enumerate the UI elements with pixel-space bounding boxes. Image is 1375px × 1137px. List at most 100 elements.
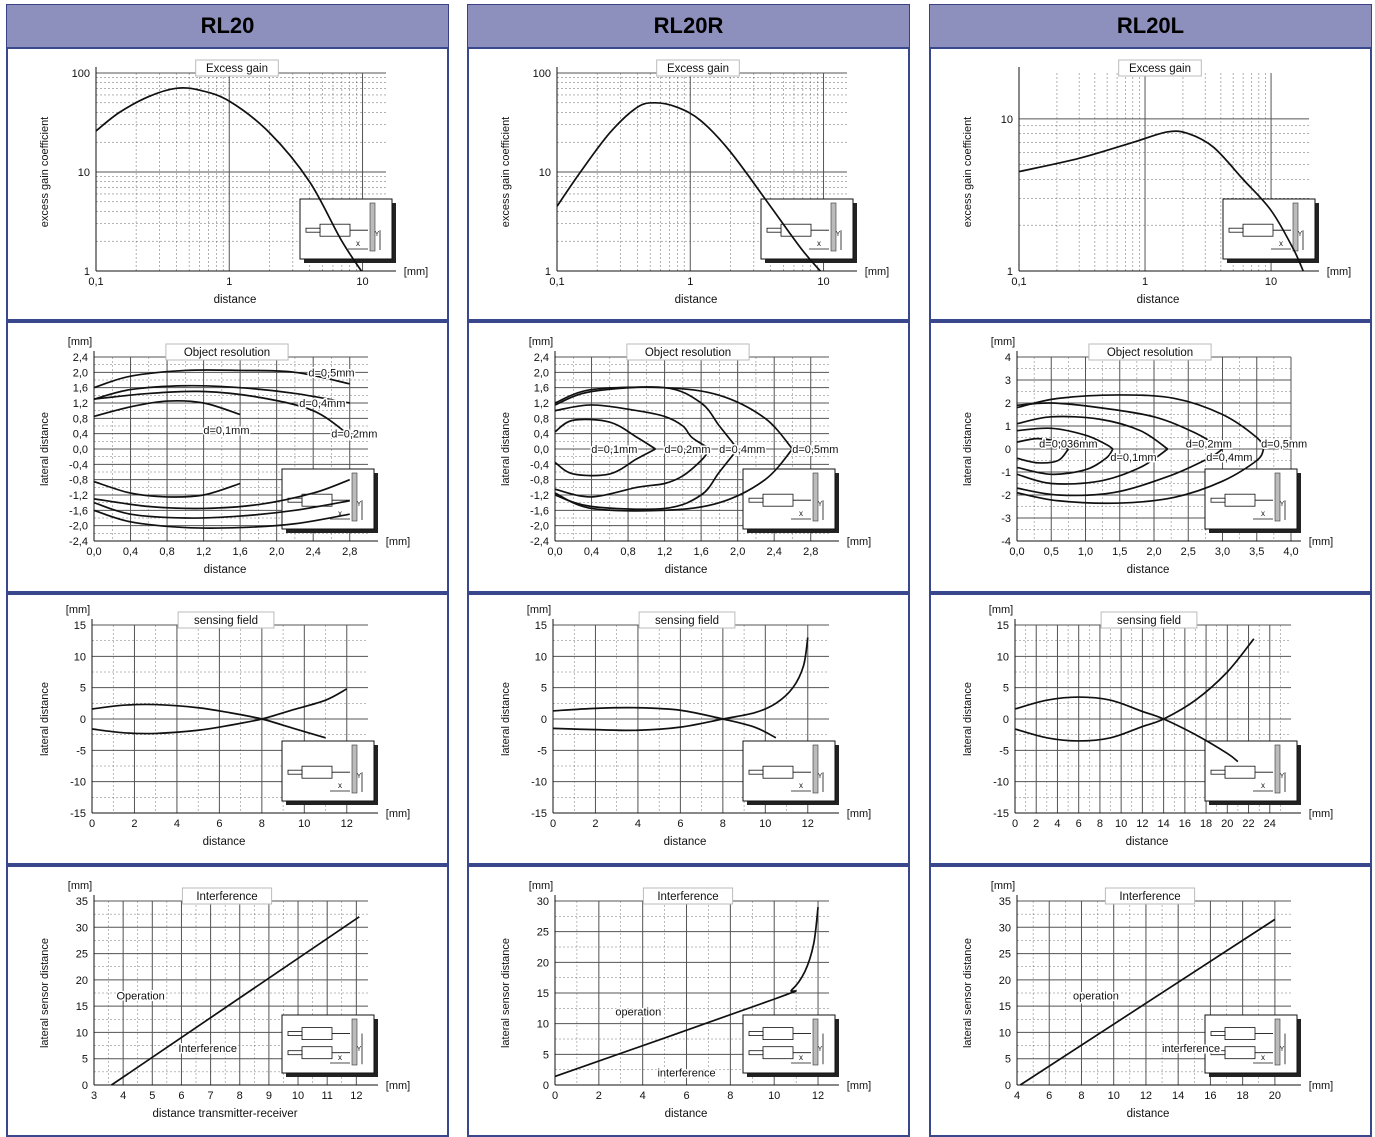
x-tick-label: 2 — [592, 818, 598, 830]
chart-svg: 3 4 5 6 7 8 9 10 11 1235302520151050xYOperationIn… — [39, 880, 410, 1120]
x-tick-label: 0,8 — [620, 546, 635, 558]
chart-title-box — [1100, 611, 1198, 629]
x-tick-label: 12 — [341, 818, 353, 830]
column-rl20r: RL20R 0,1 1 10 1 10 100 x Y Excess gain distance e… — [467, 0, 910, 1137]
y-tick-label: 1 — [545, 266, 551, 278]
y-tick-label: 2,0 — [534, 367, 549, 379]
y-tick-label: -10 — [70, 777, 86, 789]
inset-sensor-cable — [748, 497, 764, 503]
y-tick-label: 10 — [535, 651, 547, 663]
series-group — [1019, 918, 1276, 1085]
y-tick-label: 15 — [74, 620, 86, 632]
chart-title: sensing field — [1117, 615, 1181, 627]
x-axis-unit: [mm] — [865, 266, 889, 278]
series-line — [94, 509, 350, 530]
x-tick-label: 1,2 — [196, 546, 211, 558]
y-tick-label: 25 — [537, 927, 549, 939]
inset-sensor-body — [1242, 223, 1274, 237]
curve-label: d=0,1mm — [1110, 452, 1156, 464]
y-tick-label: 2,0 — [73, 367, 88, 379]
curve-label: d=0,4mm — [719, 444, 765, 456]
x-tick-label: 4 — [1054, 818, 1060, 830]
inset-y-label: Y — [357, 501, 362, 508]
chart-title: Interference — [196, 891, 257, 903]
chart-title-box — [195, 59, 279, 77]
y-tick-label: 15 — [76, 1001, 88, 1013]
inset-frame — [281, 1014, 375, 1074]
x-tick-label: 0,4 — [584, 546, 599, 558]
x-tick-label: 12 — [802, 818, 814, 830]
chart-svg: 0 2 4 6 8 10 12302520151050xYoperationinterfer… — [500, 880, 871, 1120]
x-tick-label: 1 — [226, 276, 232, 288]
x-axis-unit: [mm] — [1309, 536, 1333, 548]
x-tick-label: 6 — [677, 818, 683, 830]
inset-frame — [1204, 1014, 1298, 1074]
x-tick-label: 12 — [350, 1090, 362, 1102]
inset-y-label: Y — [818, 1046, 823, 1053]
x-tick-label: 8 — [727, 1090, 733, 1102]
inset-sensor-body — [1224, 493, 1256, 507]
x-tick-label: 2,4 — [306, 546, 321, 558]
curve-label: d=0,2mm — [1186, 438, 1232, 450]
x-tick-label: 8 — [1078, 1090, 1084, 1102]
x-axis-unit: [mm] — [1309, 808, 1333, 820]
series-line — [553, 637, 809, 732]
inset-x-label: x — [1261, 781, 1265, 790]
chart-svg: 0,0 0,4 0,8 1,2 1,6 2,0 2,4 2,8 2,4 2,0 1,6 1,2 0,8 0… — [500, 336, 871, 576]
chart-title: Excess gain — [1129, 63, 1191, 75]
series-group — [1019, 130, 1305, 271]
inset-sensor-body — [762, 1046, 794, 1060]
inset-y-label: Y — [1280, 501, 1285, 508]
x-axis-unit: [mm] — [1309, 1080, 1333, 1092]
y-tick-label: -15 — [531, 808, 547, 820]
y-tick-label: 5 — [1003, 683, 1009, 695]
x-tick-label: 2 — [596, 1090, 602, 1102]
y-tick-label: 10 — [999, 1027, 1011, 1039]
inset-x-label: x — [799, 781, 803, 790]
x-axis-unit: [mm] — [1327, 266, 1351, 278]
x-tick-label: 9 — [266, 1090, 272, 1102]
inset-sensor-body — [762, 493, 794, 507]
y-tick-label: 10 — [539, 167, 551, 179]
x-tick-label: 10 — [298, 818, 310, 830]
y-axis-unit: [mm] — [989, 604, 1013, 616]
x-tick-label: 6 — [1046, 1090, 1052, 1102]
series-line — [94, 384, 350, 404]
inset-x-label: x — [799, 509, 803, 518]
x-axis-label: distance — [1127, 564, 1170, 576]
chart-title-box — [177, 611, 275, 629]
y-tick-label: -1,2 — [69, 490, 88, 502]
y-tick-label: 0,0 — [73, 444, 88, 456]
y-axis-label: lateral sensor distance — [962, 938, 974, 1048]
curve-label: Interference — [178, 1043, 237, 1055]
inset-sensor-cable — [1210, 769, 1226, 775]
series-line — [1017, 448, 1114, 476]
y-tick-label: 0 — [543, 1080, 549, 1092]
chart-svg: 0,0 0,4 0,8 1,2 1,6 2,0 2,4 2,8 2,4 2,0 1,6 1,2 0,8 0… — [39, 336, 410, 576]
y-tick-label: 100 — [72, 68, 90, 80]
y-tick-label: 2,4 — [534, 352, 549, 364]
chart-title: Object resolution — [184, 347, 270, 359]
chart-title: Object resolution — [645, 347, 731, 359]
y-tick-label: 15 — [535, 620, 547, 632]
inset-sensor-body — [301, 1046, 333, 1060]
x-tick-label: 8 — [720, 818, 726, 830]
inset-y-label: Y — [1280, 773, 1285, 780]
x-tick-label: 3 — [91, 1090, 97, 1102]
x-tick-label: 18 — [1237, 1090, 1249, 1102]
inset-sensor-body — [762, 765, 794, 779]
inset-reflector — [830, 202, 837, 252]
y-tick-label: 0 — [82, 1080, 88, 1092]
sensor-diagram-icon: xY — [299, 198, 396, 263]
y-axis-unit: [mm] — [68, 880, 92, 892]
x-tick-label: 1 — [687, 276, 693, 288]
y-axis-label: excess gain coefficient — [962, 117, 974, 227]
x-tick-label: 0,1 — [88, 276, 103, 288]
y-tick-label: 2 — [1005, 398, 1011, 410]
series-line — [555, 386, 794, 450]
series-group — [555, 386, 794, 512]
series-group — [555, 907, 819, 1078]
x-tick-label: 0,8 — [159, 546, 174, 558]
